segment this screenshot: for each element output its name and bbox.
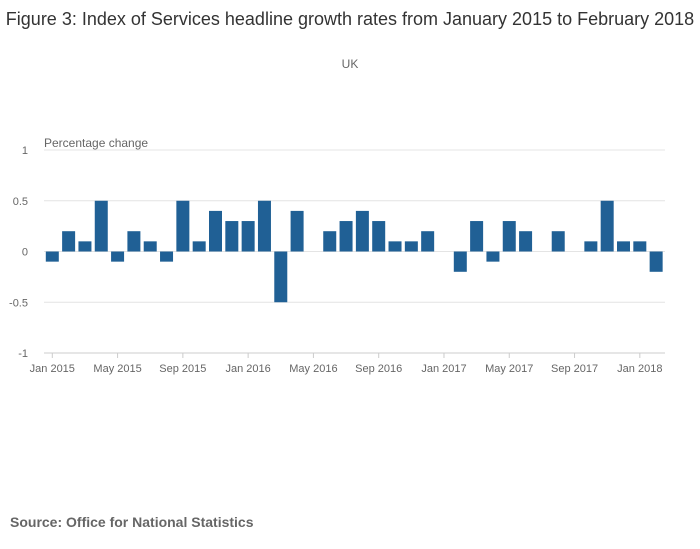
bar-nov-2015[interactable]: [209, 210, 222, 252]
bar-nov-2016[interactable]: [404, 241, 418, 252]
chart-subtitle: UK: [341, 57, 359, 71]
bar-may-2015[interactable]: [111, 251, 125, 262]
bar-jan-2016[interactable]: [241, 221, 255, 252]
source-note: Source: Office for National Statistics: [10, 514, 254, 530]
y-tick-label: -0.5: [9, 297, 28, 309]
bar-jun-2017[interactable]: [519, 231, 533, 252]
bar-dec-2015[interactable]: [225, 221, 239, 252]
bar-feb-2015[interactable]: [62, 231, 76, 252]
bar-dec-2017[interactable]: [617, 241, 630, 252]
bar-apr-2017[interactable]: [486, 251, 500, 262]
bar-aug-2016[interactable]: [355, 210, 369, 252]
y-tick-label: 0.5: [13, 196, 28, 208]
bar-may-2017[interactable]: [502, 221, 516, 252]
x-tick-label: May 2017: [485, 363, 533, 375]
bar-jul-2015[interactable]: [143, 241, 157, 252]
bar-feb-2017[interactable]: [453, 251, 467, 272]
bar-jun-2016[interactable]: [323, 231, 337, 252]
x-tick-label: Jan 2015: [30, 363, 75, 375]
bar-jan-2015[interactable]: [45, 251, 59, 262]
bar-jul-2016[interactable]: [339, 221, 353, 252]
x-tick-label: May 2016: [289, 363, 337, 375]
bar-mar-2016[interactable]: [274, 251, 288, 303]
bar-jun-2015[interactable]: [127, 231, 141, 252]
x-tick-label: Sep 2015: [159, 363, 206, 375]
bar-aug-2015[interactable]: [160, 251, 174, 262]
bar-aug-2017[interactable]: [551, 231, 565, 252]
y-tick-label: 1: [22, 145, 28, 157]
bar-dec-2016[interactable]: [421, 231, 435, 252]
bar-jan-2018[interactable]: [633, 241, 647, 252]
bar-apr-2016[interactable]: [290, 210, 304, 252]
x-tick-label: Sep 2016: [355, 363, 402, 375]
x-tick-label: Jan 2018: [617, 363, 662, 375]
x-tick-label: May 2015: [93, 363, 141, 375]
bar-oct-2015[interactable]: [192, 241, 206, 252]
bar-sep-2016[interactable]: [372, 221, 386, 252]
bar-feb-2016[interactable]: [257, 200, 271, 252]
bar-feb-2018[interactable]: [649, 251, 663, 272]
bar-sep-2015[interactable]: [176, 200, 190, 252]
bar-mar-2017[interactable]: [470, 221, 484, 252]
chart-title: Figure 3: Index of Services headline gro…: [5, 9, 695, 29]
x-tick-label: Sep 2017: [551, 363, 598, 375]
y-tick-label: 0: [22, 247, 28, 259]
bar-mar-2015[interactable]: [78, 241, 92, 252]
y-tick-label: -1: [18, 348, 28, 360]
y-axis-label: Percentage change: [44, 136, 148, 150]
x-tick-label: Jan 2017: [421, 363, 466, 375]
bar-oct-2017[interactable]: [584, 241, 598, 252]
bar-nov-2017[interactable]: [600, 200, 614, 252]
x-tick-label: Jan 2016: [226, 363, 271, 375]
bar-apr-2015[interactable]: [94, 200, 108, 252]
bar-oct-2016[interactable]: [388, 241, 402, 252]
